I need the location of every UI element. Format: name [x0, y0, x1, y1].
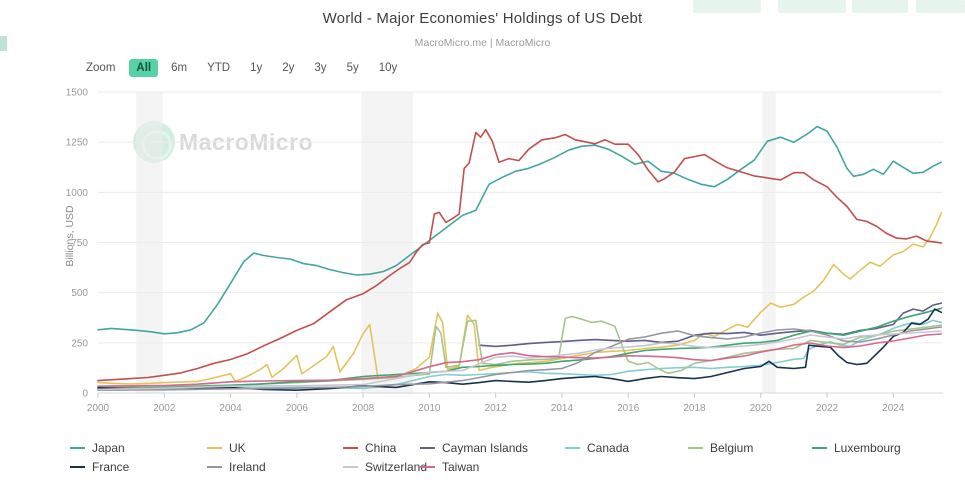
legend-item-taiwan[interactable]: Taiwan: [420, 459, 479, 475]
cropped-ui-fragment: [693, 0, 761, 13]
chart-canvas[interactable]: 0 250 500 750 1000 1250 1500 2000 2002 2004 2006 20…: [0, 0, 965, 435]
legend-label: Taiwan: [442, 460, 480, 474]
legend-label: Ireland: [229, 460, 266, 474]
legend-label: Belgium: [710, 441, 754, 455]
legend-marker-icon: [343, 447, 358, 449]
zoom-button-ytd[interactable]: YTD: [200, 59, 237, 77]
zoom-button-all[interactable]: All: [129, 59, 159, 77]
legend-item-cayman-islands[interactable]: Cayman Islands: [420, 440, 528, 456]
legend-marker-icon: [688, 447, 703, 449]
x-tick-label: 2006: [286, 403, 309, 414]
series-line-switzerland[interactable]: [97, 330, 943, 391]
series-line-belgium[interactable]: [97, 315, 943, 389]
y-tick-label: 1500: [66, 88, 89, 99]
zoom-button-group: All 6m YTD 1y 2y 3y 5y 10y: [129, 59, 404, 77]
zoom-button-3y[interactable]: 3y: [307, 59, 333, 77]
x-tick-label: 2018: [683, 403, 706, 414]
legend-marker-icon: [70, 466, 85, 468]
x-tick-label: 2002: [153, 403, 176, 414]
legend-marker-icon: [420, 447, 435, 449]
y-tick-label: 250: [71, 338, 88, 349]
legend-item-ireland[interactable]: Ireland: [207, 459, 266, 475]
cropped-ui-fragment: [916, 0, 965, 13]
zoom-controls: Zoom All 6m YTD 1y 2y 3y 5y 10y: [86, 59, 404, 77]
page-title: World - Major Economies' Holdings of US …: [322, 10, 643, 27]
series-line-france[interactable]: [97, 308, 943, 392]
legend-marker-icon: [565, 447, 580, 449]
legend-label: UK: [229, 441, 246, 455]
zoom-button-1y[interactable]: 1y: [243, 59, 269, 77]
x-tick-label: 2014: [551, 403, 574, 414]
series-line-luxembourg[interactable]: [97, 307, 943, 390]
legend-label: France: [92, 460, 130, 474]
legend-item-belgium[interactable]: Belgium: [688, 440, 753, 456]
legend-label: China: [365, 441, 397, 455]
y-tick-label: 1000: [66, 188, 89, 199]
legend-marker-icon: [812, 447, 827, 449]
x-tick-label: 2020: [750, 403, 773, 414]
y-tick-label: 750: [71, 238, 88, 249]
legend-item-canada[interactable]: Canada: [565, 440, 629, 456]
cropped-ui-fragment: [0, 36, 7, 51]
zoom-label: Zoom: [86, 62, 116, 74]
legend-label: Japan: [92, 441, 125, 455]
chart-source-subtitle: MacroMicro.me | MacroMicro: [414, 37, 551, 49]
x-tick-label: 2012: [485, 403, 508, 414]
x-tick-label: 2022: [816, 403, 839, 414]
chart-legend: Japan UK China Cayman Islands Canada Belgium L…: [0, 440, 965, 484]
x-tick-label: 2010: [418, 403, 441, 414]
cropped-ui-fragment: [778, 0, 846, 13]
zoom-button-5y[interactable]: 5y: [340, 59, 366, 77]
x-tick-label: 2016: [617, 403, 640, 414]
legend-label: Canada: [587, 441, 630, 455]
legend-label: Switzerland: [365, 460, 428, 474]
series-line-uk[interactable]: [97, 212, 943, 385]
legend-item-japan[interactable]: Japan: [70, 440, 125, 456]
legend-item-luxembourg[interactable]: Luxembourg: [812, 440, 901, 456]
legend-label: Cayman Islands: [442, 441, 529, 455]
y-tick-label: 1250: [66, 138, 89, 149]
zoom-button-10y[interactable]: 10y: [372, 59, 405, 77]
x-tick-label: 2000: [87, 403, 110, 414]
legend-item-france[interactable]: France: [70, 459, 129, 475]
legend-item-uk[interactable]: UK: [207, 440, 246, 456]
series-line-japan[interactable]: [97, 125, 943, 335]
series-line-taiwan[interactable]: [97, 333, 943, 388]
legend-item-china[interactable]: China: [343, 440, 396, 456]
legend-marker-icon: [420, 466, 435, 468]
legend-marker-icon: [207, 466, 222, 468]
series-line-ireland[interactable]: [97, 326, 943, 392]
legend-marker-icon: [207, 447, 222, 449]
x-tick-label: 2004: [219, 403, 242, 414]
zoom-button-6m[interactable]: 6m: [164, 59, 194, 77]
zoom-button-2y[interactable]: 2y: [275, 59, 301, 77]
legend-marker-icon: [70, 447, 85, 449]
series-line-canada[interactable]: [97, 319, 943, 392]
cropped-ui-fragment: [852, 0, 908, 13]
y-tick-label: 500: [71, 288, 88, 299]
x-tick-label: 2008: [352, 403, 375, 414]
series-line-china[interactable]: [97, 128, 943, 382]
y-tick-label: 0: [82, 389, 88, 400]
legend-marker-icon: [343, 466, 358, 468]
legend-label: Luxembourg: [834, 441, 901, 455]
legend-item-switzerland[interactable]: Switzerland: [343, 459, 427, 475]
x-tick-label: 2024: [882, 403, 905, 414]
